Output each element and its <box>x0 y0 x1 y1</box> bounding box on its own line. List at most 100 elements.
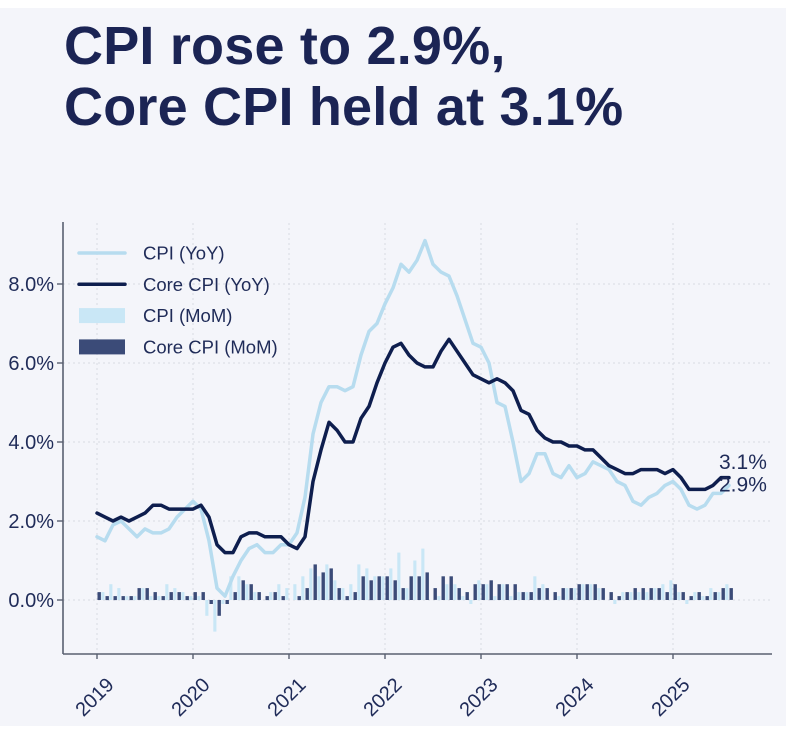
cpi-mom-bar <box>421 548 425 600</box>
core-cpi-mom-bar <box>561 588 565 600</box>
cpi-mom-bar <box>517 592 521 600</box>
cpi-mom-bar <box>117 588 121 600</box>
cpi-mom-bar <box>237 576 241 600</box>
cpi-mom-bar <box>413 560 417 600</box>
cpi-mom-bar <box>717 592 721 600</box>
core-cpi-mom-bar <box>233 592 237 600</box>
cpi-mom-bar <box>109 584 113 600</box>
core-cpi-mom-bar <box>281 596 285 601</box>
x-tick-label: 2025 <box>648 674 695 721</box>
core-cpi-mom-bar <box>209 600 213 604</box>
core-cpi-mom-bar <box>193 592 197 600</box>
core-cpi-mom-bar <box>441 576 445 600</box>
cpi-mom-bar <box>189 596 193 601</box>
legend-label: CPI (MoM) <box>143 305 232 326</box>
cpi-mom-bar <box>493 596 497 601</box>
core-cpi-mom-bar <box>313 564 317 600</box>
cpi-mom-bar <box>285 588 289 600</box>
cpi-mom-bar <box>405 588 409 600</box>
core-cpi-mom-bar <box>121 596 125 601</box>
cpi-end-label: 2.9% <box>719 474 767 497</box>
y-tick-label: 6.0% <box>8 353 54 375</box>
cpi-mom-bar <box>445 584 449 600</box>
core-cpi-mom-bar <box>537 588 541 600</box>
cpi-mom-bar <box>325 564 329 600</box>
cpi-mom-bar <box>205 600 209 616</box>
cpi-mom-bar <box>669 580 673 601</box>
core-cpi-mom-bar <box>481 584 485 600</box>
cpi-mom-bar <box>693 592 697 600</box>
x-tick-label: 2024 <box>552 674 599 721</box>
core-cpi-mom-bar <box>505 584 509 600</box>
chart-title: CPI rose to 2.9%, Core CPI held at 3.1% <box>64 16 623 138</box>
cpi-mom-bar <box>533 576 537 600</box>
cpi-mom-bar <box>437 596 441 601</box>
core-cpi-mom-bar <box>329 568 333 600</box>
cpi-mom-bar <box>157 596 161 601</box>
core-cpi-mom-bar <box>569 588 573 600</box>
core-cpi-mom-bar <box>425 572 429 600</box>
core-cpi-mom-bar <box>385 576 389 600</box>
core-cpi-mom-bar <box>609 592 613 600</box>
cpi-mom-bar <box>165 584 169 600</box>
cpi-mom-bar <box>709 588 713 600</box>
core-cpi-mom-bar <box>545 588 549 600</box>
core-cpi-mom-bar <box>697 592 701 600</box>
core-cpi-mom-bar <box>169 592 173 600</box>
cpi-mom-bar <box>357 564 361 600</box>
core-cpi-mom-bar <box>449 576 453 600</box>
core-cpi-mom-bar <box>217 600 221 616</box>
core-cpi-mom-bar <box>353 592 357 600</box>
core-cpi-mom-bar <box>625 592 629 600</box>
cpi-mom-bar <box>557 596 561 601</box>
x-tick-label: 2023 <box>456 674 503 721</box>
cpi-mom-bar <box>101 592 105 600</box>
cpi-mom-bar <box>293 584 297 600</box>
y-tick-label: 8.0% <box>8 274 54 296</box>
cpi-mom-bar <box>541 584 545 600</box>
core-cpi-mom-bar <box>473 584 477 600</box>
cpi-mom-bar <box>573 588 577 600</box>
cpi-mom-bar <box>277 584 281 600</box>
cpi-mom-bar <box>253 592 257 600</box>
core-cpi-mom-bar <box>361 576 365 600</box>
core-cpi-mom-bar <box>465 592 469 600</box>
chart-title-line-2: Core CPI held at 3.1% <box>64 77 624 137</box>
cpi-mom-bar <box>389 568 393 600</box>
cpi-mom-bar <box>317 576 321 600</box>
y-tick-label: 2.0% <box>8 511 54 533</box>
core-cpi-mom-bar <box>641 588 645 600</box>
legend-swatch-rect <box>79 308 125 324</box>
cpi-mom-bar <box>125 596 129 601</box>
core-cpi-mom-bar <box>265 596 269 601</box>
legend-label: CPI (YoY) <box>143 243 225 264</box>
x-tick-label: 2019 <box>72 674 119 721</box>
core-cpi-mom-bar <box>337 588 341 600</box>
cpi-mom-bar <box>525 592 529 600</box>
cpi-mom-bar <box>397 552 401 600</box>
cpi-mom-bar <box>645 592 649 600</box>
core-cpi-mom-bar <box>345 596 349 601</box>
cpi-mom-bar <box>133 596 137 601</box>
cpi-mom-bar <box>181 592 185 600</box>
cpi-mom-bar <box>509 596 513 601</box>
cpi-mom-bar <box>349 584 353 600</box>
legend-label: Core CPI (YoY) <box>143 274 270 295</box>
x-tick-label: 2022 <box>360 674 407 721</box>
cpi-mom-bar <box>477 580 481 601</box>
core-cpi-mom-bar <box>601 588 605 600</box>
cpi-mom-bar <box>197 596 201 601</box>
core-cpi-mom-bar <box>273 592 277 600</box>
core-cpi-mom-bar <box>681 592 685 600</box>
core-cpi-mom-bar <box>177 592 181 600</box>
cpi-mom-bar <box>365 568 369 600</box>
core-cpi-mom-bar <box>497 584 501 600</box>
page-background <box>0 8 786 726</box>
core-cpi-mom-bar <box>201 592 205 600</box>
cpi-mom-bar <box>621 592 625 600</box>
cpi-mom-bar <box>245 584 249 600</box>
cpi-mom-bar <box>597 588 601 600</box>
legend-label: Core CPI (MoM) <box>143 336 278 357</box>
x-tick-label: 2021 <box>264 674 311 721</box>
core-cpi-mom-bar <box>369 580 373 601</box>
